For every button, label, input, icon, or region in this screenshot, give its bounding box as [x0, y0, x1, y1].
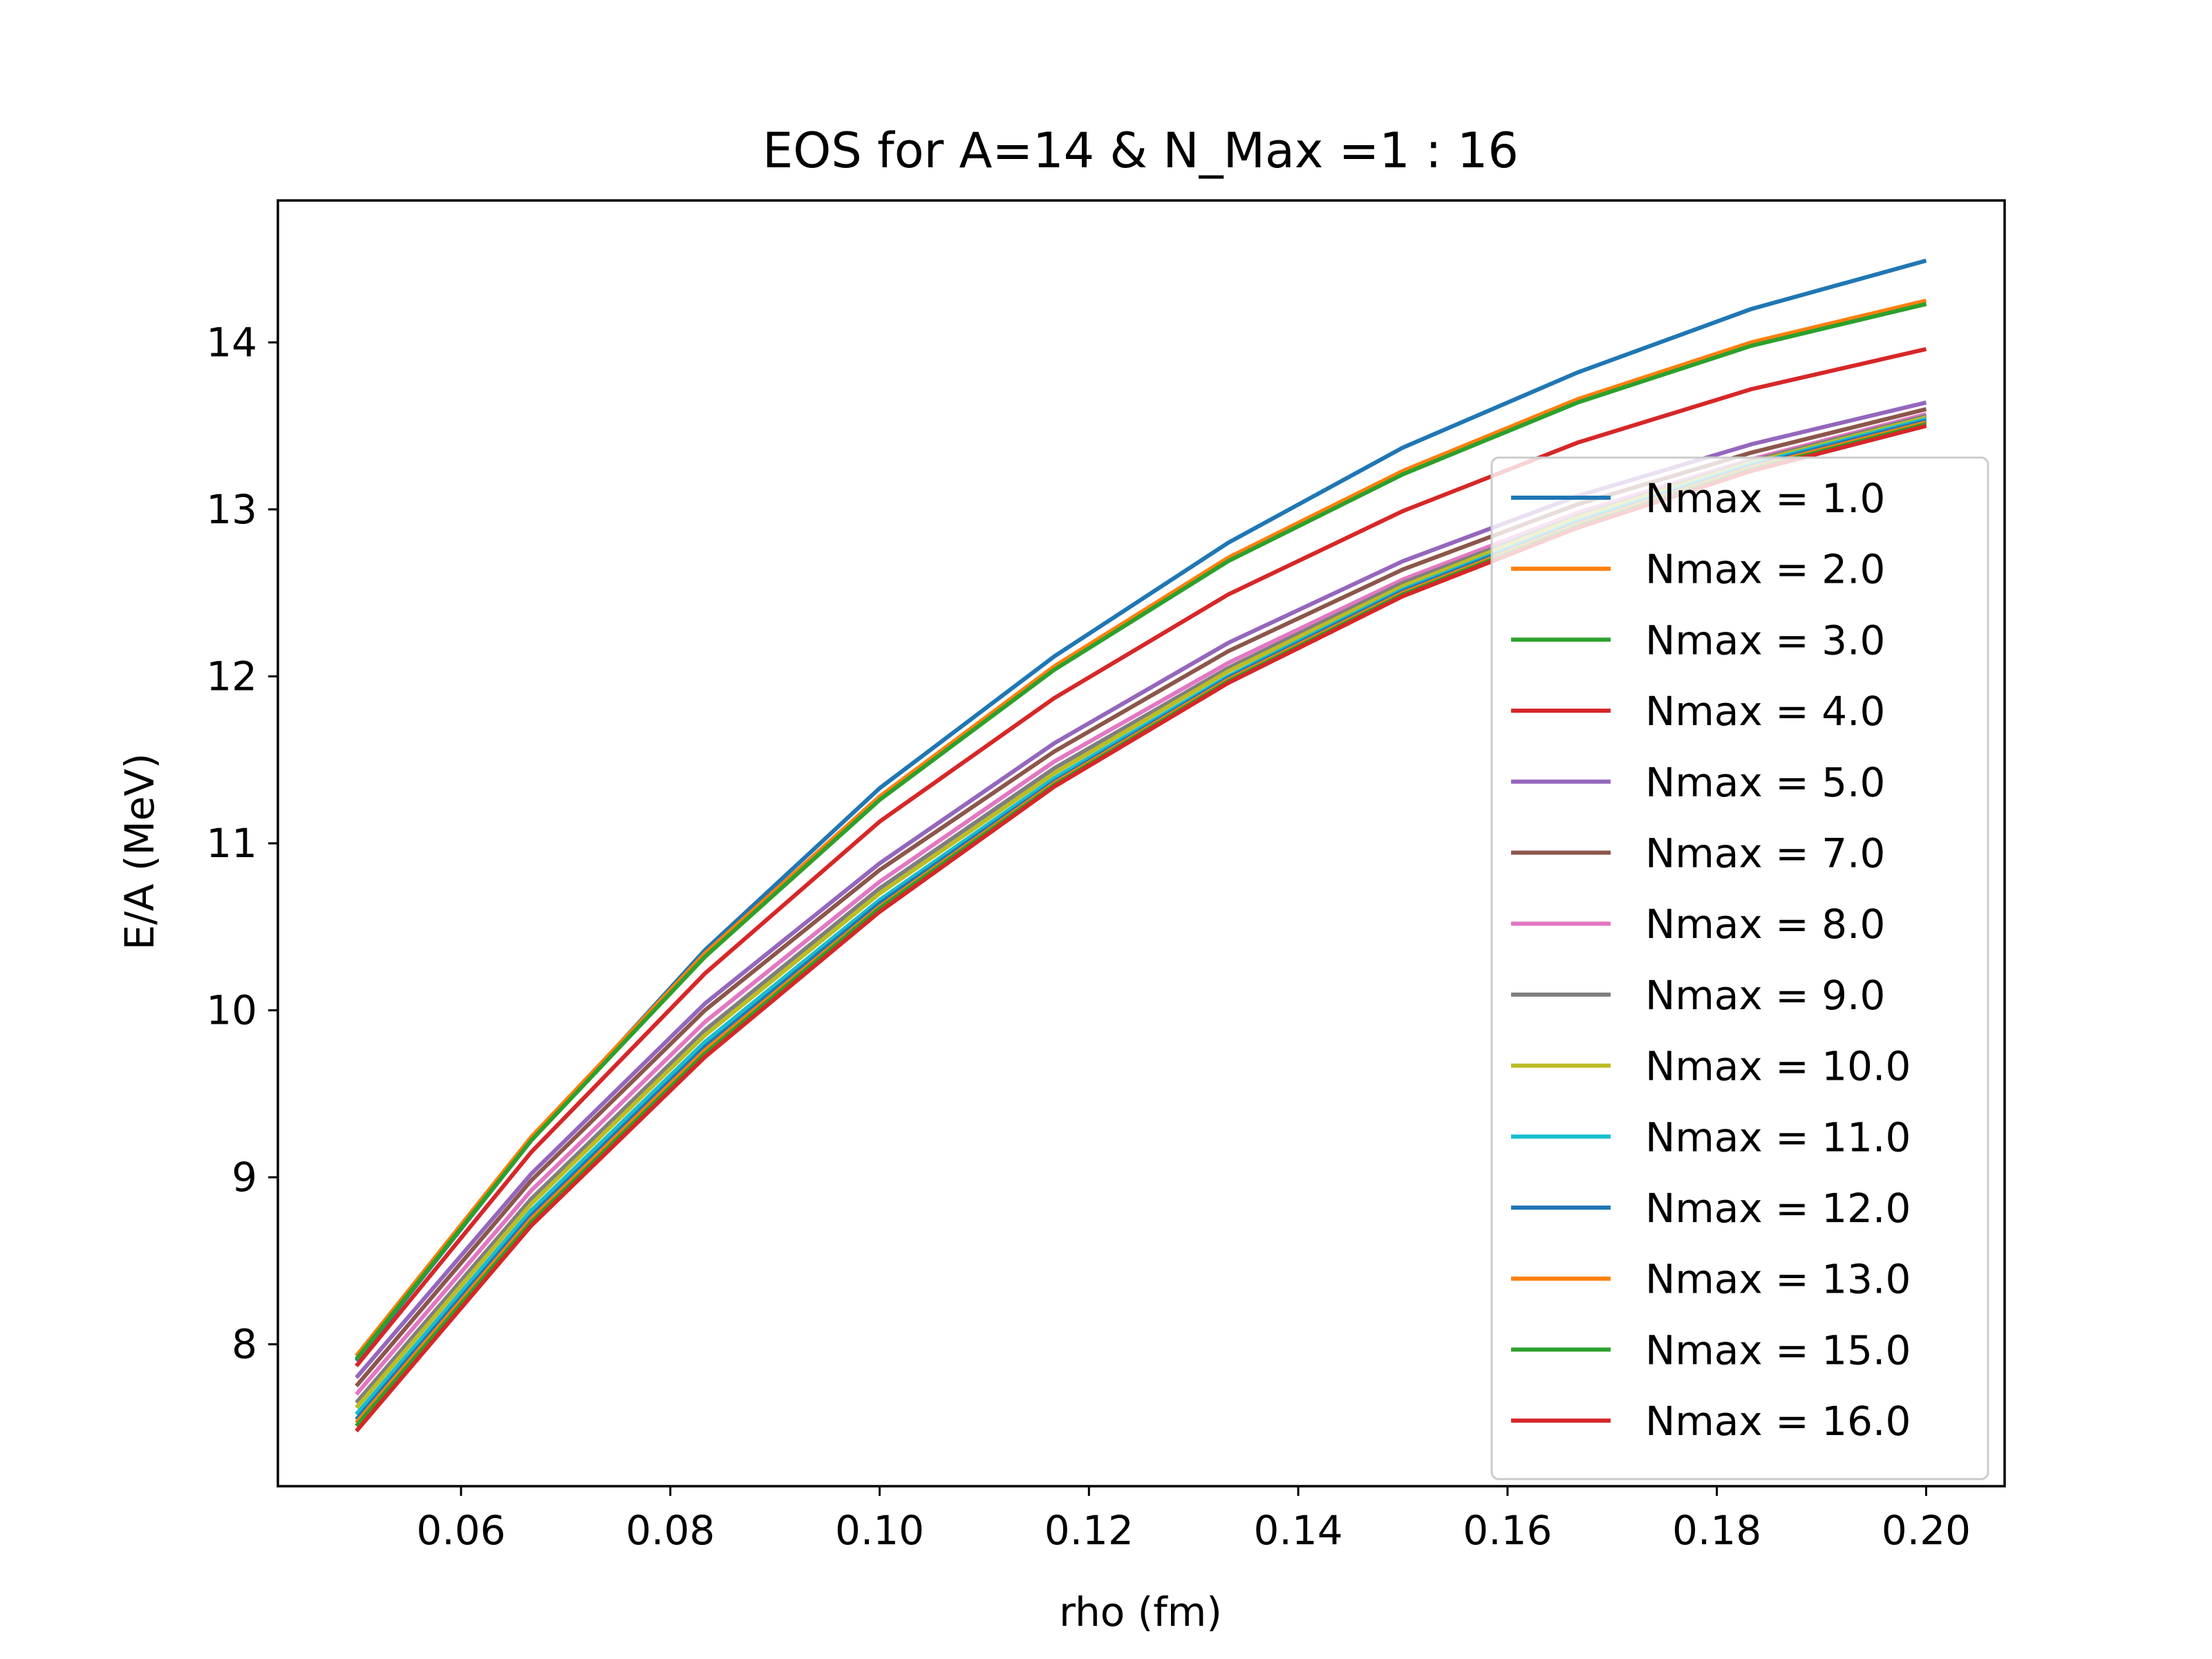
y-tick-label: 8 — [232, 1321, 257, 1368]
legend-label: Nmax = 3.0 — [1645, 617, 1885, 664]
legend-box — [1490, 456, 1989, 1481]
y-axis-ticks: 8 9 10 11 12 13 14 — [206, 319, 278, 1368]
y-tick-label: 13 — [206, 486, 257, 533]
legend: Nmax = 1.0 Nmax = 2.0 Nmax = 3.0 Nmax = 4.0… — [1490, 456, 1989, 1481]
legend-label: Nmax = 16.0 — [1645, 1398, 1911, 1445]
y-tick-label: 11 — [206, 820, 257, 867]
x-tick-label: 0.10 — [835, 1507, 924, 1554]
legend-label: Nmax = 12.0 — [1645, 1185, 1911, 1232]
y-tick-label: 12 — [206, 653, 257, 700]
x-tick-label: 0.06 — [416, 1507, 505, 1554]
series-line — [355, 298, 1927, 1358]
x-tick-label: 0.16 — [1463, 1507, 1552, 1554]
x-tick-label: 0.08 — [626, 1507, 715, 1554]
legend-label: Nmax = 13.0 — [1645, 1256, 1911, 1303]
x-axis-label: rho (fm) — [1059, 1588, 1222, 1635]
chart-title: EOS for A=14 & N_Max =1 : 16 — [762, 122, 1519, 179]
legend-label: Nmax = 15.0 — [1645, 1327, 1911, 1374]
legend-label: Nmax = 11.0 — [1645, 1114, 1911, 1161]
x-axis-ticks: 0.06 0.08 0.10 0.12 0.14 0.16 0.18 0.20 — [416, 1486, 1971, 1554]
y-tick-label: 14 — [206, 319, 257, 366]
legend-label: Nmax = 9.0 — [1645, 972, 1885, 1019]
legend-label: Nmax = 10.0 — [1645, 1043, 1911, 1090]
series-line — [355, 301, 1927, 1361]
x-tick-label: 0.14 — [1254, 1507, 1343, 1554]
legend-label: Nmax = 5.0 — [1645, 759, 1885, 806]
legend-label: Nmax = 7.0 — [1645, 830, 1885, 877]
legend-label: Nmax = 1.0 — [1645, 475, 1885, 522]
series-line — [355, 347, 1927, 1367]
x-tick-label: 0.20 — [1882, 1507, 1971, 1554]
x-tick-label: 0.18 — [1672, 1507, 1761, 1554]
legend-label: Nmax = 4.0 — [1645, 688, 1885, 735]
x-tick-label: 0.12 — [1044, 1507, 1134, 1554]
y-axis-label: E/A (MeV) — [116, 753, 163, 950]
y-tick-label: 9 — [232, 1154, 257, 1201]
y-tick-label: 10 — [206, 987, 257, 1034]
legend-label: Nmax = 8.0 — [1645, 901, 1885, 948]
legend-label: Nmax = 2.0 — [1645, 546, 1885, 593]
